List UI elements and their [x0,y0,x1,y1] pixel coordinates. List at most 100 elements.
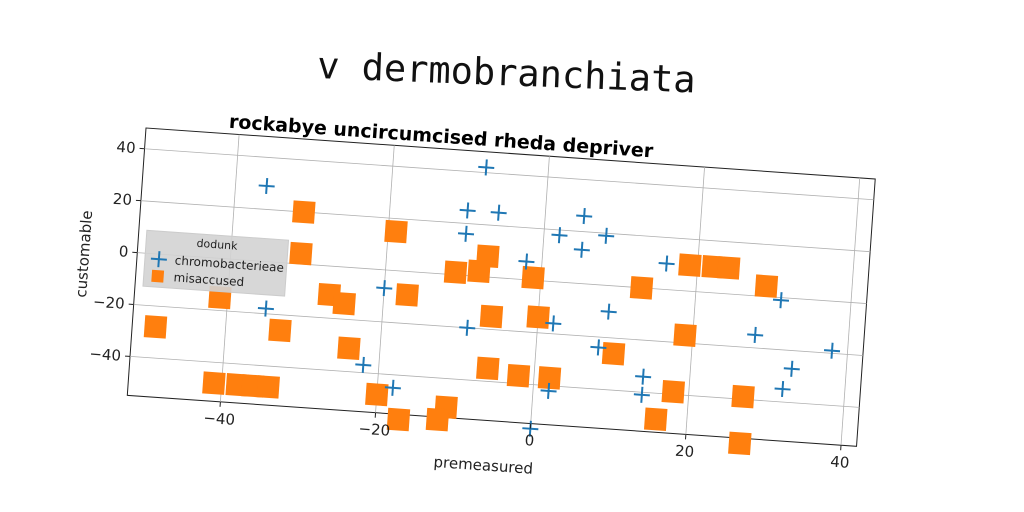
y-axis-label: customable [72,210,96,298]
chromobacterieae-point-v [580,241,584,258]
misaccused-point [601,341,626,366]
chromobacterieae-point-v [382,280,386,297]
chromobacterieae-point-v [524,253,528,270]
chromobacterieae-point [545,315,562,332]
chromobacterieae-point [774,380,791,398]
x-grid-line [840,177,861,446]
misaccused-point [678,253,702,277]
chromobacterieae-point [459,202,476,219]
misaccused-point [643,407,668,431]
x-grid-line [530,156,550,424]
chromobacterieae-point [490,204,507,221]
misaccused-point [661,380,685,404]
chromobacterieae-point [478,159,495,176]
misaccused-point [467,259,491,284]
misaccused-point [365,382,389,407]
misaccused-point [476,356,500,381]
y-tick-label: 20 [112,190,132,209]
misaccused-point [673,323,697,347]
chromobacterieae-point [518,253,535,270]
chromobacterieae-point-v [391,379,395,396]
chromobacterieae-point [573,241,590,258]
legend-marker-v [157,251,161,268]
chromobacterieae-point-v [582,207,586,225]
chromobacterieae-point-v [528,420,532,437]
chromobacterieae-point [522,420,539,437]
chromobacterieae-point [258,177,275,195]
x-grid-line [375,145,395,413]
misaccused-point [256,375,280,399]
x-grid-line [685,167,705,435]
chromobacterieae-point-v [830,342,834,359]
misaccused-point [289,241,313,266]
chromobacterieae-point-v [265,177,269,195]
chromobacterieae-point [598,227,615,244]
chromobacterieae-point [658,255,675,272]
legend-title: dodunk [196,237,238,253]
misaccused-point [728,431,752,456]
chromobacterieae-point-v [484,159,488,176]
misaccused-point [629,276,654,300]
chromobacterieae-point [590,339,607,356]
chromobacterieae-point-v [607,303,611,320]
chromobacterieae-point-v [465,319,469,336]
misaccused-point [537,366,562,390]
misaccused-point [332,291,356,316]
chromobacterieae-point-v [665,255,669,272]
x-tick-label: 0 [524,431,535,450]
chromobacterieae-point-v [547,382,551,399]
chromobacterieae-point [747,326,764,343]
misaccused-point [292,200,316,224]
x-tick-label: 20 [675,442,695,461]
chromobacterieae-point [772,292,790,309]
misaccused-point [731,384,755,409]
chromobacterieae-point-v [641,368,645,385]
chromobacterieae-point-v [464,225,468,242]
misaccused-point [521,265,545,290]
legend-marker [150,251,167,268]
chromobacterieae-point [823,342,841,359]
misaccused-point [443,260,468,284]
chromobacterieae-point [540,382,557,399]
misaccused-point [337,336,361,360]
chromobacterieae-point [783,360,800,377]
x-tick-label: −40 [203,409,236,429]
misaccused-point [506,364,531,388]
chromobacterieae-point [600,303,617,320]
chromobacterieae-point-v [551,315,555,332]
chromobacterieae-point-v [604,227,608,244]
chromobacterieae-point-v [497,204,501,221]
misaccused-point [143,315,168,339]
misaccused-point [268,318,292,343]
x-tick-label: 40 [830,453,850,472]
chromobacterieae-point-v [264,300,268,317]
misaccused-point [384,219,408,244]
chromobacterieae-point [633,386,650,403]
misaccused-point [526,305,550,329]
y-tick-label: −40 [89,345,122,365]
x-axis-label: premeasured [433,453,534,478]
chromobacterieae-point [355,356,372,373]
misaccused-point [386,407,411,432]
misaccused-point [202,371,226,395]
chromobacterieae-point [384,379,401,396]
chromobacterieae-point-v [753,326,757,343]
chromobacterieae-point [376,280,393,297]
chromobacterieae-point-v [640,386,644,403]
chromobacterieae-point-v [781,380,785,398]
y-tick-label: −20 [92,293,125,313]
chromobacterieae-point [576,207,593,225]
chromobacterieae-point-v [557,227,562,244]
misaccused-point [479,304,504,329]
y-tick-label: 40 [116,138,136,157]
x-tick-label: −20 [358,420,391,440]
y-grid-line [144,148,874,201]
chromobacterieae-point [635,368,652,385]
misaccused-point [395,283,419,307]
y-grid-line [140,200,871,253]
y-grid-line [133,304,863,356]
